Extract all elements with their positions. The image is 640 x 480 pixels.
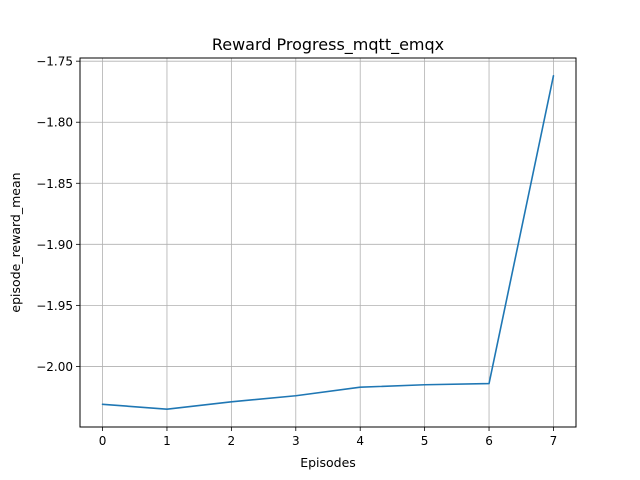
y-tick-label: −1.85 [36, 177, 73, 191]
y-axis: −2.00 −1.95 −1.90 −1.85 −1.80 −1.75 [36, 55, 80, 374]
x-tick-label: 3 [292, 434, 300, 448]
x-tick-label: 4 [356, 434, 364, 448]
chart-title: Reward Progress_mqtt_emqx [212, 35, 444, 55]
axes-frame [79, 57, 577, 428]
x-tick-label: 0 [99, 434, 107, 448]
x-tick-label: 2 [228, 434, 236, 448]
x-tick-label: 5 [421, 434, 429, 448]
x-tick-label: 1 [163, 434, 171, 448]
grid [80, 58, 576, 427]
y-tick-label: −1.75 [36, 55, 73, 69]
y-tick-label: −1.90 [36, 238, 73, 252]
x-tick-label: 7 [550, 434, 558, 448]
plot-area [101, 75, 555, 410]
y-tick-label: −1.80 [36, 116, 73, 130]
y-tick-label: −1.95 [36, 299, 73, 313]
x-tick-label: 6 [485, 434, 493, 448]
x-axis-label: Episodes [300, 455, 356, 470]
x-axis: 0 1 2 3 4 5 6 7 [99, 427, 558, 448]
y-tick-label: −2.00 [36, 360, 73, 374]
series-line [101, 75, 555, 410]
y-axis-label: episode_reward_mean [8, 172, 23, 312]
